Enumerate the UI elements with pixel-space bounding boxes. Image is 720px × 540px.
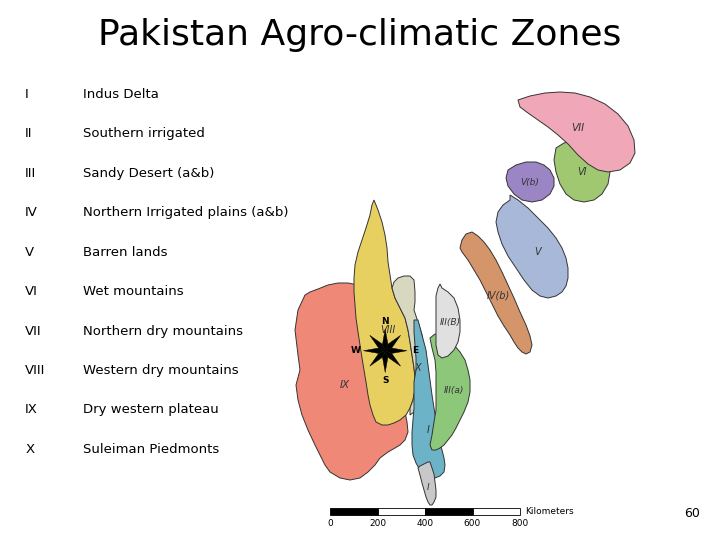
FancyBboxPatch shape bbox=[377, 508, 425, 515]
Polygon shape bbox=[364, 348, 385, 353]
Text: I: I bbox=[426, 425, 429, 435]
FancyBboxPatch shape bbox=[472, 508, 520, 515]
Polygon shape bbox=[554, 140, 610, 202]
Text: IX: IX bbox=[340, 380, 350, 390]
Text: V: V bbox=[535, 247, 541, 257]
Text: Northern Irrigated plains (a&b): Northern Irrigated plains (a&b) bbox=[83, 206, 288, 219]
Polygon shape bbox=[354, 200, 415, 425]
Text: Indus Delta: Indus Delta bbox=[83, 88, 158, 101]
FancyBboxPatch shape bbox=[425, 508, 472, 515]
Text: W: W bbox=[351, 346, 361, 355]
Text: Kilometers: Kilometers bbox=[525, 507, 574, 516]
Text: III(a): III(a) bbox=[444, 386, 464, 395]
Text: VI: VI bbox=[577, 167, 587, 177]
Text: VI: VI bbox=[25, 285, 38, 298]
Text: VII: VII bbox=[25, 325, 42, 338]
Polygon shape bbox=[430, 334, 470, 450]
Text: Northern dry mountains: Northern dry mountains bbox=[83, 325, 243, 338]
Text: Wet mountains: Wet mountains bbox=[83, 285, 184, 298]
Text: III: III bbox=[25, 167, 37, 180]
Text: 400: 400 bbox=[416, 519, 433, 528]
Polygon shape bbox=[385, 348, 407, 353]
Text: Barren lands: Barren lands bbox=[83, 246, 167, 259]
Polygon shape bbox=[496, 195, 568, 298]
Polygon shape bbox=[370, 335, 385, 351]
Text: V: V bbox=[25, 246, 35, 259]
Text: II: II bbox=[25, 127, 32, 140]
Polygon shape bbox=[392, 276, 428, 415]
Text: 600: 600 bbox=[464, 519, 481, 528]
Text: IX: IX bbox=[25, 403, 38, 416]
Text: 0: 0 bbox=[327, 519, 333, 528]
Polygon shape bbox=[370, 351, 385, 366]
Text: X: X bbox=[25, 443, 35, 456]
Text: VIII: VIII bbox=[25, 364, 45, 377]
Polygon shape bbox=[382, 351, 388, 373]
Text: V(b): V(b) bbox=[521, 179, 539, 187]
Text: IV: IV bbox=[25, 206, 38, 219]
Text: X: X bbox=[415, 363, 421, 373]
Text: 60: 60 bbox=[684, 507, 700, 520]
Text: III(B): III(B) bbox=[439, 318, 461, 327]
Text: Suleiman Piedmonts: Suleiman Piedmonts bbox=[83, 443, 219, 456]
Text: Dry western plateau: Dry western plateau bbox=[83, 403, 219, 416]
Text: Western dry mountains: Western dry mountains bbox=[83, 364, 238, 377]
Text: 200: 200 bbox=[369, 519, 386, 528]
Polygon shape bbox=[412, 320, 445, 478]
Text: N: N bbox=[382, 317, 389, 326]
Text: E: E bbox=[412, 346, 418, 355]
Polygon shape bbox=[295, 283, 408, 480]
Polygon shape bbox=[518, 92, 635, 172]
Text: Pakistan Agro-climatic Zones: Pakistan Agro-climatic Zones bbox=[99, 18, 621, 52]
Text: 800: 800 bbox=[511, 519, 528, 528]
Polygon shape bbox=[436, 284, 460, 358]
Polygon shape bbox=[506, 162, 554, 202]
Polygon shape bbox=[382, 329, 388, 351]
Text: I: I bbox=[25, 88, 29, 101]
FancyBboxPatch shape bbox=[330, 508, 377, 515]
Text: I: I bbox=[427, 483, 429, 491]
Text: VII: VII bbox=[572, 123, 585, 133]
Polygon shape bbox=[385, 351, 400, 366]
Text: IV(b): IV(b) bbox=[487, 290, 510, 300]
Polygon shape bbox=[418, 462, 436, 505]
Text: S: S bbox=[382, 376, 389, 384]
Polygon shape bbox=[385, 335, 400, 351]
Text: Sandy Desert (a&b): Sandy Desert (a&b) bbox=[83, 167, 214, 180]
Text: Southern irrigated: Southern irrigated bbox=[83, 127, 204, 140]
Text: VIII: VIII bbox=[380, 325, 395, 335]
Polygon shape bbox=[460, 232, 532, 354]
